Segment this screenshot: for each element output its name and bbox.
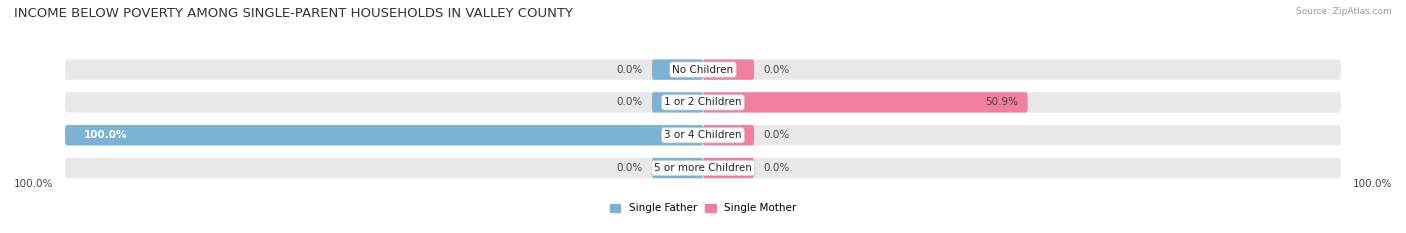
Text: Source: ZipAtlas.com: Source: ZipAtlas.com	[1296, 7, 1392, 16]
FancyBboxPatch shape	[652, 92, 703, 113]
Text: 0.0%: 0.0%	[763, 130, 790, 140]
Legend: Single Father, Single Mother: Single Father, Single Mother	[606, 199, 800, 218]
Text: No Children: No Children	[672, 65, 734, 75]
Text: 0.0%: 0.0%	[616, 65, 643, 75]
Text: 0.0%: 0.0%	[616, 163, 643, 173]
Text: 3 or 4 Children: 3 or 4 Children	[664, 130, 742, 140]
Text: 100.0%: 100.0%	[1353, 179, 1392, 189]
FancyBboxPatch shape	[65, 125, 1341, 145]
Text: 5 or more Children: 5 or more Children	[654, 163, 752, 173]
Text: 100.0%: 100.0%	[84, 130, 128, 140]
Text: 1 or 2 Children: 1 or 2 Children	[664, 97, 742, 107]
Text: 100.0%: 100.0%	[14, 179, 53, 189]
Text: 50.9%: 50.9%	[986, 97, 1018, 107]
FancyBboxPatch shape	[703, 59, 754, 80]
FancyBboxPatch shape	[65, 158, 1341, 178]
FancyBboxPatch shape	[65, 59, 1341, 80]
FancyBboxPatch shape	[65, 125, 703, 145]
FancyBboxPatch shape	[703, 125, 754, 145]
Text: INCOME BELOW POVERTY AMONG SINGLE-PARENT HOUSEHOLDS IN VALLEY COUNTY: INCOME BELOW POVERTY AMONG SINGLE-PARENT…	[14, 7, 574, 20]
Text: 0.0%: 0.0%	[763, 65, 790, 75]
Text: 0.0%: 0.0%	[616, 97, 643, 107]
Text: 0.0%: 0.0%	[763, 163, 790, 173]
FancyBboxPatch shape	[65, 92, 1341, 113]
FancyBboxPatch shape	[652, 59, 703, 80]
FancyBboxPatch shape	[703, 92, 1028, 113]
FancyBboxPatch shape	[652, 158, 703, 178]
FancyBboxPatch shape	[703, 158, 754, 178]
